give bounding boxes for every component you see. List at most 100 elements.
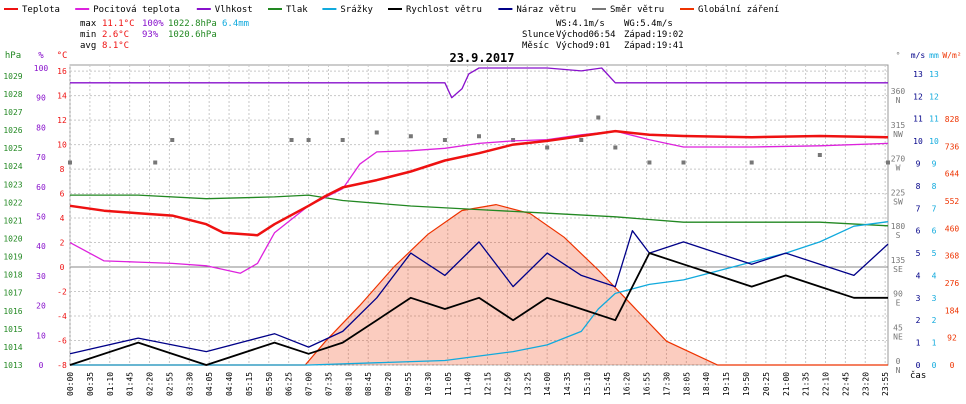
direction-point (681, 160, 686, 165)
wind-axis-tick: 6 (916, 227, 921, 236)
x-tick-label: 22:45 (841, 372, 850, 396)
direction-axis-tick: 135 (891, 256, 906, 265)
x-tick-label: 06:25 (285, 372, 294, 396)
x-tick-label: 01:45 (126, 372, 135, 396)
pressure-axis-tick: 1015 (3, 325, 22, 334)
direction-point (153, 160, 158, 165)
temperature-axis-tick: 0 (60, 263, 65, 272)
precip-axis-header: mm (929, 51, 939, 60)
precip-axis-tick: 1 (932, 339, 937, 348)
stat-rain: 6.4mm (222, 19, 249, 29)
precip-axis-tick: 7 (932, 204, 937, 213)
direction-axis-tick: 45 (893, 323, 903, 332)
direction-point (596, 115, 601, 120)
wind-axis-tick: 10 (913, 137, 923, 146)
legend-label-4: Srážky (340, 5, 373, 15)
direction-point (511, 138, 516, 142)
precip-axis-tick: 10 (929, 137, 939, 146)
x-tick-label: 14:00 (543, 372, 552, 396)
x-tick-label: 01:10 (106, 372, 115, 396)
temperature-axis-tick: 6 (60, 190, 65, 199)
x-tick-label: 16:55 (643, 372, 652, 396)
pressure-axis-tick: 1018 (3, 271, 22, 280)
x-tick-label: 08:10 (344, 372, 353, 396)
pressure-axis-tick: 1025 (3, 144, 22, 153)
humidity-axis-header: % (38, 51, 44, 61)
x-tick-label: 23:20 (861, 372, 870, 396)
x-tick-label: 12:15 (484, 372, 493, 396)
x-tick-label: 09:55 (404, 372, 413, 396)
x-tick-label: 15:45 (603, 372, 612, 396)
temperature-axis-header: °C (57, 51, 68, 61)
direction-axis-tick: 225 (891, 188, 906, 197)
direction-axis-name: W (896, 164, 901, 173)
x-tick-label: 04:40 (225, 372, 234, 396)
direction-axis-tick: 360 (891, 87, 906, 96)
legend-label-1: Pocitová teplota (93, 5, 180, 15)
direction-axis-name: N (896, 366, 901, 375)
direction-point (340, 138, 345, 142)
humidity-axis-tick: 70 (36, 153, 46, 162)
stat-max-press: 1022.8hPa (168, 19, 217, 29)
wind-axis-tick: 2 (916, 316, 921, 325)
precip-axis-tick: 5 (932, 249, 937, 258)
legend-label-3: Tlak (286, 5, 308, 15)
x-tick-label: 03:30 (185, 372, 194, 396)
stat-wg: WG:5.4m/s (624, 19, 673, 29)
pressure-axis-tick: 1019 (3, 253, 22, 262)
radiation-axis-tick: 736 (945, 142, 960, 151)
pressure-axis-tick: 1023 (3, 180, 22, 189)
radiation-axis-tick: 828 (945, 115, 960, 124)
stat-sun-rise: Východ06:54 (556, 30, 616, 40)
wind-axis-tick: 9 (916, 160, 921, 169)
pressure-axis-tick: 1016 (3, 307, 22, 316)
x-tick-label: 19:50 (742, 372, 751, 396)
x-tick-label: 20:25 (762, 372, 771, 396)
direction-point (289, 138, 294, 142)
temperature-axis-tick: 8 (60, 165, 65, 174)
stat-avg-temp: 8.1°C (102, 41, 129, 51)
wind-axis-tick: 3 (916, 294, 921, 303)
wind-axis-tick: 5 (916, 249, 921, 258)
x-tick-label: 07:35 (324, 372, 333, 396)
stat-max-label: max (80, 19, 97, 29)
x-tick-label: 08:45 (364, 372, 373, 396)
x-tick-label: 11:40 (464, 372, 473, 396)
humidity-axis-tick: 0 (39, 361, 44, 370)
x-tick-label: 18:40 (702, 372, 711, 396)
precip-axis-tick: 0 (932, 361, 937, 370)
wind-axis-tick: 1 (916, 339, 921, 348)
temperature-axis-tick: -4 (57, 312, 67, 321)
wind-axis-tick: 12 (913, 92, 923, 101)
stat-moon-set: Západ:19:41 (624, 41, 684, 51)
series-line-6 (69, 230, 889, 355)
wind-axis-tick: 13 (913, 70, 923, 79)
x-tick-label: 10:30 (424, 372, 433, 396)
x-tick-label: 13:25 (523, 372, 532, 396)
humidity-axis-tick: 20 (36, 302, 46, 311)
x-tick-label: 18:05 (682, 372, 691, 396)
temperature-axis-tick: -6 (57, 337, 67, 346)
x-tick-label: 00:00 (66, 372, 75, 396)
legend-label-2: Vlhkost (215, 5, 253, 15)
stat-ws: WS:4.1m/s (556, 19, 605, 29)
x-tick-label: 00:35 (86, 372, 95, 396)
humidity-axis-tick: 40 (36, 242, 46, 251)
humidity-axis-tick: 90 (36, 94, 46, 103)
x-tick-label: 21:35 (802, 372, 811, 396)
stat-avg-label: avg (80, 41, 96, 51)
stat-min-temp: 2.6°C (102, 30, 129, 40)
radiation-axis-tick: 644 (945, 170, 960, 179)
direction-axis-name: SE (893, 265, 903, 274)
pressure-axis-tick: 1021 (3, 216, 22, 225)
series-line-2 (70, 194, 889, 227)
precip-axis-tick: 3 (932, 294, 937, 303)
x-tick-label: 17:30 (662, 372, 671, 396)
radiation-area (70, 204, 888, 365)
series-line-7 (69, 252, 888, 366)
precip-axis-tick: 13 (929, 70, 939, 79)
wind-axis-tick: 0 (916, 361, 921, 370)
direction-point (817, 153, 822, 157)
humidity-axis-tick: 100 (34, 64, 49, 73)
